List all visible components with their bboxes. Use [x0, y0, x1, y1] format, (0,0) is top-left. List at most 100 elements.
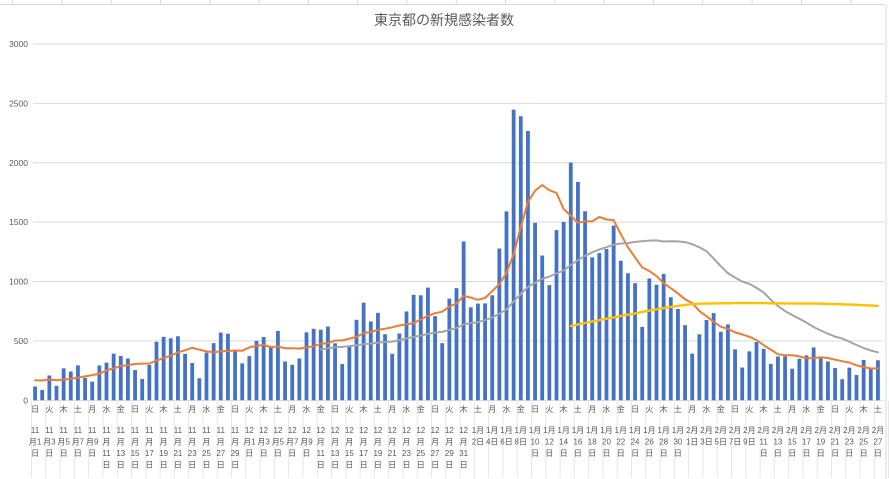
x-axis-date-label: 日 — [131, 461, 139, 470]
x-axis-date-label: 21 — [831, 438, 840, 447]
x-axis-date-label: 月 — [345, 438, 353, 447]
x-axis-date-label: 月 — [403, 438, 411, 447]
x-axis-date-label: 日 — [431, 461, 439, 470]
x-axis-date-label: 27 — [216, 449, 225, 458]
x-axis-date-label: 31 — [459, 449, 468, 458]
x-axis-date-label: 日 — [331, 461, 339, 470]
x-axis-date-label: 日 — [31, 449, 39, 458]
x-axis-dow-label: 木 — [760, 404, 768, 414]
x-axis-date-label: 15 — [788, 438, 797, 447]
bar-daily-new-cases — [161, 336, 166, 401]
bar-daily-new-cases — [683, 325, 687, 401]
x-axis-date-label: 12 — [359, 426, 368, 435]
bar-daily-new-cases — [811, 347, 816, 401]
x-axis-date-label: 日 — [74, 449, 82, 458]
x-axis-date-label: 25 — [859, 438, 868, 447]
x-axis-dow-label: 日 — [231, 405, 239, 414]
bar-daily-new-cases — [583, 211, 587, 401]
x-axis-dow-label: 金 — [617, 404, 625, 414]
bar-daily-new-cases — [247, 356, 252, 401]
x-axis-date-label: 1月 — [486, 426, 498, 435]
x-axis-date-label: 日 — [760, 449, 768, 458]
chart-title: 東京都の新規感染者数 — [374, 12, 514, 28]
x-axis-dow-label: 木 — [460, 404, 468, 414]
x-axis-date-label: 2月 — [743, 426, 755, 435]
x-axis-date-label: 日 — [103, 461, 111, 470]
bar-daily-new-cases — [154, 341, 159, 401]
x-axis-date-label: 日 — [274, 449, 282, 458]
bar-daily-new-cases — [547, 285, 552, 401]
y-axis-tick-label: 2500 — [9, 98, 28, 108]
x-axis-date-label: 1月 — [572, 426, 584, 435]
x-axis-date-label: 月 — [188, 438, 196, 447]
x-axis-dow-label: 金 — [317, 404, 325, 414]
x-axis-date-label: 月 — [217, 438, 225, 447]
x-axis-date-label: 月 — [103, 438, 111, 447]
x-axis-date-label: 23 — [402, 449, 411, 458]
x-axis-date-label: 月 — [360, 438, 368, 447]
x-axis-date-label: 日 — [617, 449, 625, 458]
bar-daily-new-cases — [97, 365, 102, 401]
x-axis-date-label: 日 — [345, 461, 353, 470]
bar-daily-new-cases — [233, 350, 237, 401]
bar-daily-new-cases — [740, 367, 745, 401]
x-axis-date-label: 2月 — [815, 426, 827, 435]
bar-daily-new-cases — [783, 356, 787, 401]
x-axis-date-label: 月 — [145, 438, 153, 447]
line-moving-average-28day-gray — [319, 239, 879, 354]
bar-daily-new-cases — [776, 356, 780, 401]
x-axis-date-label: 1月 — [500, 426, 512, 435]
bar-daily-new-cases — [390, 353, 395, 401]
x-axis-dow-label: 金 — [117, 404, 125, 414]
x-axis-date-label: 24 — [631, 438, 640, 447]
bar-daily-new-cases — [190, 363, 195, 401]
bar-daily-new-cases — [626, 273, 630, 401]
x-axis-date-label: 25 — [416, 449, 425, 458]
x-axis-date-label: 1月 — [515, 426, 527, 435]
x-axis-dow-label: 土 — [774, 404, 782, 414]
x-axis-date-label: 日 — [188, 461, 196, 470]
x-axis-dow-label: 火 — [145, 405, 153, 414]
bar-daily-new-cases — [833, 367, 837, 401]
x-axis-date-label: 日 — [45, 449, 53, 458]
bar-daily-new-cases — [40, 389, 45, 401]
x-axis-date-label: 8日 — [515, 438, 527, 447]
x-axis-date-label: 2月 — [857, 426, 869, 435]
x-axis-dow-label: 水 — [103, 404, 111, 414]
x-axis-date-label: 10 — [531, 438, 540, 447]
bar-daily-new-cases — [754, 341, 759, 401]
x-axis-dow-label: 月 — [788, 405, 796, 414]
bar-daily-new-cases — [211, 343, 216, 401]
x-axis-date-label: 日 — [531, 449, 539, 458]
x-axis-date-label: 12 — [402, 426, 411, 435]
x-axis-date-label: 日 — [145, 461, 153, 470]
bar-daily-new-cases — [711, 313, 716, 401]
x-axis-date-label: 12 — [416, 426, 425, 435]
x-axis-date-label: 12 — [545, 438, 554, 447]
x-axis-date-label: 11 — [102, 449, 111, 458]
x-axis-dow-label: 日 — [631, 405, 639, 414]
x-axis-date-label: 11 — [102, 426, 111, 435]
bar-daily-new-cases — [304, 332, 309, 401]
x-axis-date-label: 日 — [288, 449, 296, 458]
x-axis-date-label: 11 — [202, 426, 211, 435]
x-axis-dow-label: 土 — [374, 404, 382, 414]
bar-daily-new-cases — [476, 303, 480, 401]
x-axis-date-label: 日 — [645, 449, 653, 458]
x-axis-date-label: 月1 — [243, 438, 256, 447]
x-axis-date-label: 月5 — [272, 438, 285, 447]
x-axis-date-label: 11 — [159, 426, 168, 435]
bar-daily-new-cases — [876, 360, 880, 401]
x-axis-dow-label: 日 — [431, 405, 439, 414]
bar-daily-new-cases — [276, 330, 280, 401]
bar-daily-new-cases — [518, 116, 523, 401]
x-axis-dow-label: 水 — [603, 404, 611, 414]
bar-daily-new-cases — [440, 343, 445, 401]
x-axis-date-label: 1月 — [529, 426, 541, 435]
x-axis-dow-label: 金 — [417, 404, 425, 414]
x-axis-date-label: 21 — [388, 449, 397, 458]
bar-daily-new-cases — [840, 379, 845, 401]
bar-daily-new-cases — [361, 302, 366, 401]
